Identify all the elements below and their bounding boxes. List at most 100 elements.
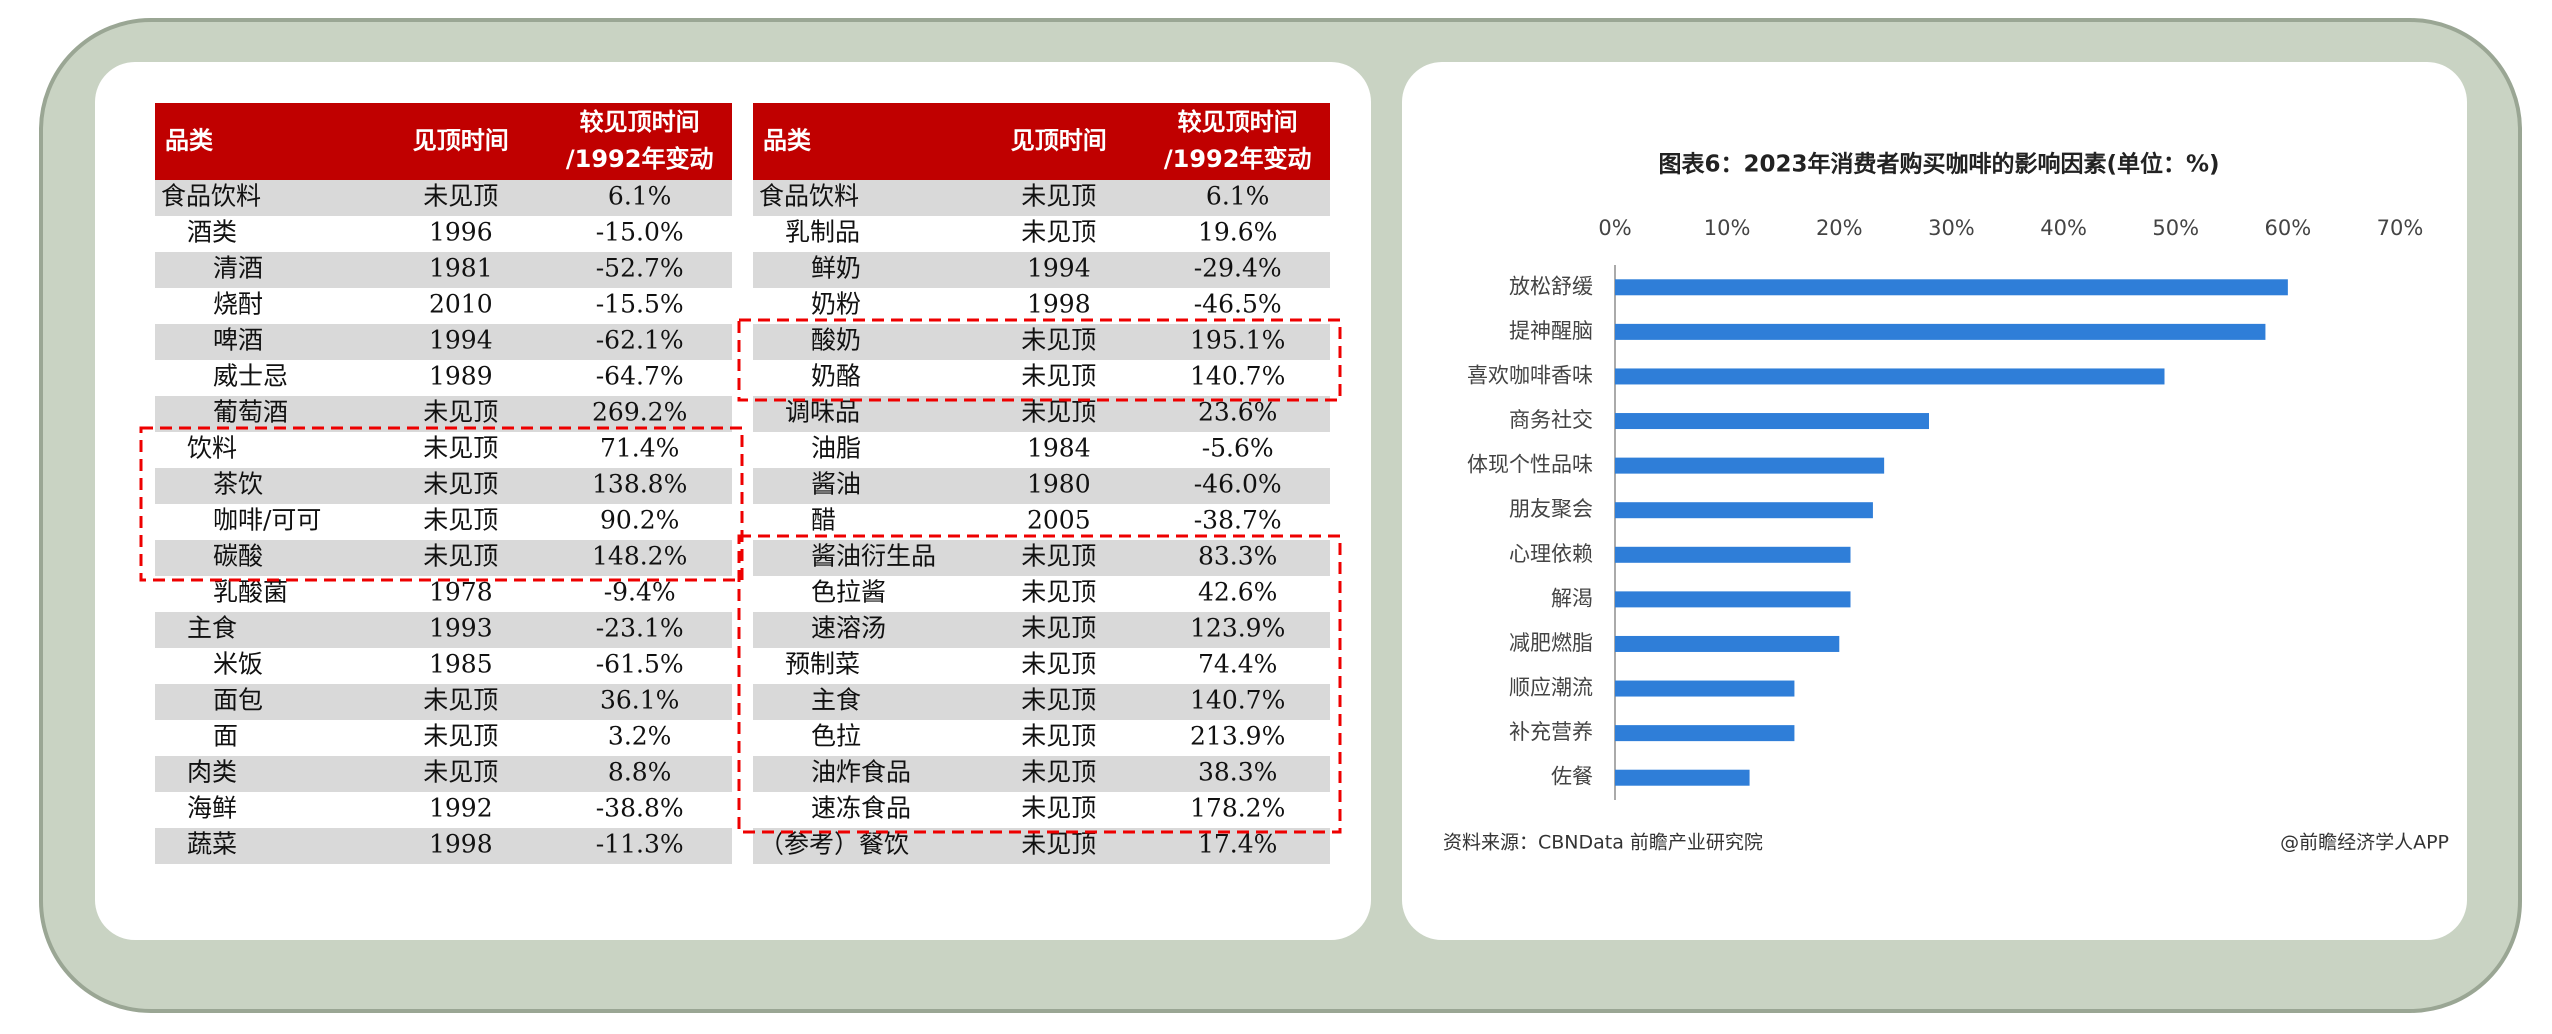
row-shade [753,324,1330,360]
cell: 17.4% [1198,830,1277,859]
cell: 未见顶 [1021,578,1096,607]
cell: 色拉 [811,722,861,751]
cell: 6.1% [1206,182,1270,211]
cell: 未见顶 [1021,398,1096,427]
cell: 威士忌 [213,362,288,391]
cell: 1978 [429,578,493,607]
cell: 未见顶 [1021,650,1096,679]
cell: 酱油 [811,470,861,499]
cell: 1998 [429,830,493,859]
cell: 面包 [213,686,263,715]
cell: （参考）餐饮 [759,830,909,859]
row-shade [155,540,732,576]
cell: 42.6% [1198,578,1277,607]
cell: 色拉酱 [811,578,886,607]
cell: 乳酸菌 [213,578,288,607]
cell: 奶粉 [811,290,861,319]
cell: -38.8% [596,794,684,823]
y-tick-label: 体现个性品味 [1467,453,1593,477]
bar [1615,457,1885,474]
cell: 140.7% [1190,686,1285,715]
highlight-box [139,426,744,582]
bar [1615,413,1929,430]
cell: 肉类 [187,758,237,787]
cell: -23.1% [596,614,684,643]
bar [1615,591,1851,608]
table-header [155,103,732,180]
cell: 1985 [429,650,493,679]
x-tick-label: 10% [1704,216,1751,240]
cell: 海鲜 [187,794,237,823]
cell: 预制菜 [785,650,860,679]
cell: 葡萄酒 [213,398,288,427]
cell: 未见顶 [1021,542,1096,571]
cell: 1993 [429,614,493,643]
cell: 醋 [811,506,836,535]
y-tick-label: 商务社交 [1509,408,1593,432]
cell: -46.5% [1194,290,1282,319]
x-tick-label: 30% [1928,216,1975,240]
bar [1615,502,1873,519]
cell: 食品饮料 [161,182,261,211]
cell: 38.3% [1198,758,1277,787]
cell: 140.7% [1190,362,1285,391]
x-tick-label: 40% [2040,216,2087,240]
cell: 调味品 [785,398,860,427]
row-shade [753,396,1330,432]
x-tick-label: 20% [1816,216,1863,240]
cell: 71.4% [600,434,679,463]
cell: 1989 [429,362,493,391]
cell: -15.5% [596,290,684,319]
cell: 8.8% [608,758,672,787]
cell: 未见顶 [423,542,498,571]
cell: 速冻食品 [811,794,911,823]
row-shade [155,468,732,504]
cell: 未见顶 [423,758,498,787]
cell: 269.2% [592,398,687,427]
cell: -11.3% [596,830,684,859]
bar [1615,279,2288,296]
cell: 195.1% [1190,326,1285,355]
y-tick-label: 提神醒脑 [1509,319,1593,343]
header-cell: /1992年变动 [566,145,714,173]
highlight-box [737,318,1342,402]
cell: 未见顶 [1021,794,1096,823]
cell: 148.2% [592,542,687,571]
row-shade [753,468,1330,504]
cell: 未见顶 [423,506,498,535]
cell: 1998 [1027,290,1091,319]
y-tick-label: 放松舒缓 [1509,274,1593,298]
cell: 蔬菜 [187,830,237,859]
cell: -38.7% [1194,506,1282,535]
y-tick-label: 喜欢咖啡香味 [1467,363,1593,387]
cell: 3.2% [608,722,672,751]
cell: 饮料 [187,434,237,463]
cell: 未见顶 [423,686,498,715]
cell: 1994 [429,326,493,355]
cell: -46.0% [1194,470,1282,499]
cell: 未见顶 [1021,758,1096,787]
bar [1615,323,2266,340]
highlight-box [737,534,1342,834]
row-shade [155,252,732,288]
cell: 啤酒 [213,326,263,355]
table-header [753,103,1330,180]
cell: 茶饮 [213,470,263,499]
cell: -62.1% [596,326,684,355]
cell: 2005 [1027,506,1091,535]
cell: 速溶汤 [811,614,886,643]
cell: 主食 [811,686,861,715]
x-tick-label: 60% [2265,216,2312,240]
row-shade [753,612,1330,648]
cell: 23.6% [1198,398,1277,427]
cell: 83.3% [1198,542,1277,571]
cell: 90.2% [600,506,679,535]
cell: 未见顶 [423,398,498,427]
row-shade [155,828,732,864]
cell: 178.2% [1190,794,1285,823]
cell: 未见顶 [423,182,498,211]
cell: -15.0% [596,218,684,247]
cell: 未见顶 [1021,686,1096,715]
row-shade [155,684,732,720]
